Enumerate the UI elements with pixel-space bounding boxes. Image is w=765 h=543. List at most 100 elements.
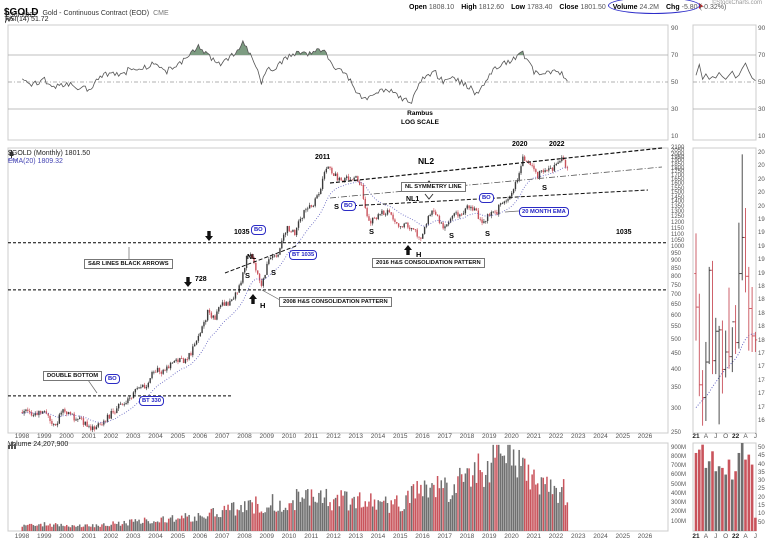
mini-volume-tick: 200M (758, 494, 765, 501)
mini-volume-tick: 350M (758, 469, 765, 476)
price-tick: 700 (671, 292, 682, 299)
mini-price-tick: 1940 (758, 243, 765, 250)
price-tick: 2100 (671, 145, 685, 151)
year-label: 2004 (148, 533, 163, 540)
mini-price-tick: 1880 (758, 284, 765, 290)
symbol: $GOLD (4, 7, 39, 18)
mini-price-tick: 1760 (758, 364, 765, 371)
quote-low-value: 1783.40 (527, 4, 553, 11)
mini-price-tick: 2000 (758, 203, 765, 210)
quote-close-label: Close (559, 4, 579, 11)
price-tick: 1950 (671, 154, 685, 161)
mini-volume-tick: 400M (758, 461, 765, 468)
quote-open-label: Open (409, 4, 427, 11)
price-tick: 1150 (671, 225, 684, 232)
annotation-s: S (485, 229, 491, 238)
year-label: 2017 (437, 533, 452, 540)
volume-tick: 800M (671, 453, 687, 460)
price-tick: 750 (671, 282, 682, 289)
year-label: 2002 (103, 533, 119, 540)
rsi-tick: 70 (671, 51, 679, 59)
annotation-nl: NL (247, 254, 257, 261)
year-label: 1998 (14, 533, 30, 540)
annotation-2011: 2011 (315, 154, 331, 161)
year-label: 2008 (237, 533, 252, 540)
year-label: 2015 (393, 533, 408, 540)
year-label: 2005 (170, 433, 185, 440)
annotation-s: S (334, 202, 340, 211)
annotation-nl1: NL1 (406, 196, 420, 203)
volume-tick: 700M (671, 463, 687, 470)
mini-price-tick: 1960 (758, 230, 765, 237)
year-label: 1999 (37, 533, 52, 540)
mini-month-label: A (703, 433, 709, 440)
year-label: 2025 (615, 433, 630, 440)
year-label: 2016 (415, 533, 430, 540)
mini-volume-tick: 100M (758, 511, 765, 518)
mini-price-tick: 1980 (758, 217, 765, 223)
year-label: 2022 (548, 533, 564, 540)
volume-tick: 300M (671, 500, 687, 507)
year-label: 2020 (504, 433, 519, 440)
year-label: 2024 (593, 433, 608, 440)
price-tick: 1300 (671, 209, 685, 216)
year-label: 2014 (370, 533, 386, 540)
volume-bars-icon (8, 442, 16, 449)
mini-volume-tick: 150M (758, 503, 765, 510)
year-label: 2006 (192, 433, 208, 440)
annotation-double-bottom: DOUBLE BOTTOM (43, 371, 103, 381)
mini-month-label: O (723, 533, 729, 540)
price-tick: 550 (671, 324, 682, 331)
annotation-log-scale: LOG SCALE (401, 119, 439, 126)
mini-price-tick: 1680 (758, 418, 765, 424)
volume-tick: 200M (671, 509, 687, 516)
annotation-1035: 1035 (616, 229, 632, 236)
volume-tick: 500M (671, 481, 687, 488)
price-tick: 450 (671, 351, 682, 358)
mini-month-label: J (714, 433, 718, 440)
mini-price-tick: 1740 (758, 377, 765, 384)
year-label: 2000 (59, 433, 74, 440)
annotation-s: S (245, 271, 251, 280)
year-label: 2023 (571, 433, 586, 440)
price-tick: 1750 (671, 169, 685, 176)
price-tick: 800 (671, 274, 682, 281)
rsi-tick: 50 (671, 78, 679, 86)
rsi-legend: RSI(14) 51.72 (5, 16, 49, 24)
price-tick: 900 (671, 258, 682, 265)
price-tick: 400 (671, 367, 682, 374)
rsi-tick: 30 (671, 105, 679, 113)
year-label: 2011 (304, 533, 319, 540)
year-label: 2003 (126, 433, 141, 440)
volume-tick: 600M (671, 472, 687, 479)
mini-price-tick: 1800 (758, 337, 765, 344)
year-label: 2018 (459, 433, 475, 440)
exchange: CME (153, 10, 169, 17)
year-label: 2004 (148, 433, 163, 440)
quote-low-label: Low (511, 4, 526, 11)
year-label: 2010 (281, 533, 297, 540)
volume-tick: 400M (671, 490, 687, 497)
rsi-tick: 10 (671, 132, 679, 140)
year-label: 2023 (571, 533, 586, 540)
price-tick: 250 (671, 430, 682, 436)
price-tick: 1500 (671, 190, 685, 197)
ema-legend: EMA(20) 1809.32 (8, 158, 63, 165)
annotation-h: H (416, 250, 422, 259)
year-label: 2001 (81, 433, 96, 440)
annotation-2016-h-s-consolidation-pattern: 2016 H&S CONSOLIDATION PATTERN (372, 258, 485, 268)
annotation-s-r-lines-black-arrows: S&R LINES BLACK ARROWS (84, 259, 173, 269)
price-tick: 650 (671, 302, 682, 309)
annotation-2022: 2022 (549, 141, 565, 148)
chart-title: $GOLD Gold - Continuous Contract (EOD) CME (4, 2, 169, 20)
mini-month-label: 22 (731, 433, 740, 440)
year-label: 2002 (103, 433, 119, 440)
mini-rsi-tick: 50 (758, 78, 765, 86)
mini-month-label: A (743, 533, 748, 540)
price-tick: 300 (671, 405, 682, 412)
mini-volume-tick: 300M (758, 478, 765, 485)
mini-rsi-tick: 90 (758, 24, 765, 32)
